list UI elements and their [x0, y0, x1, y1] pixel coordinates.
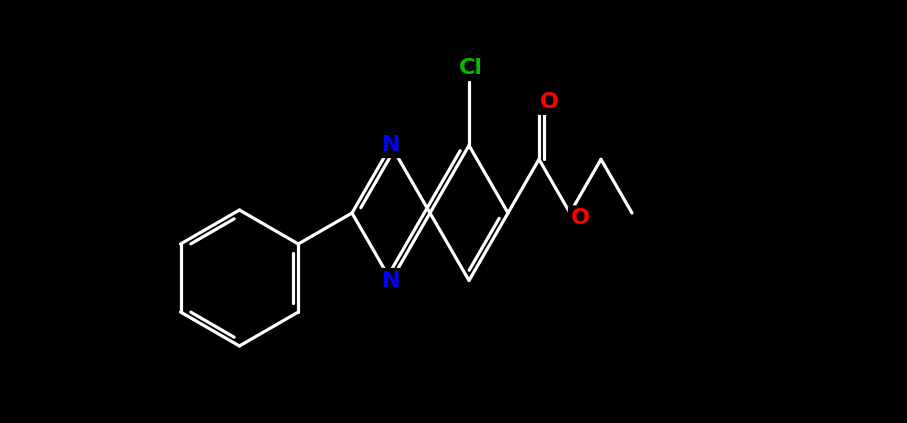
Text: O: O: [540, 92, 559, 112]
Text: N: N: [382, 135, 400, 155]
Text: Cl: Cl: [459, 58, 483, 78]
Text: O: O: [571, 208, 590, 228]
Text: N: N: [382, 271, 400, 291]
